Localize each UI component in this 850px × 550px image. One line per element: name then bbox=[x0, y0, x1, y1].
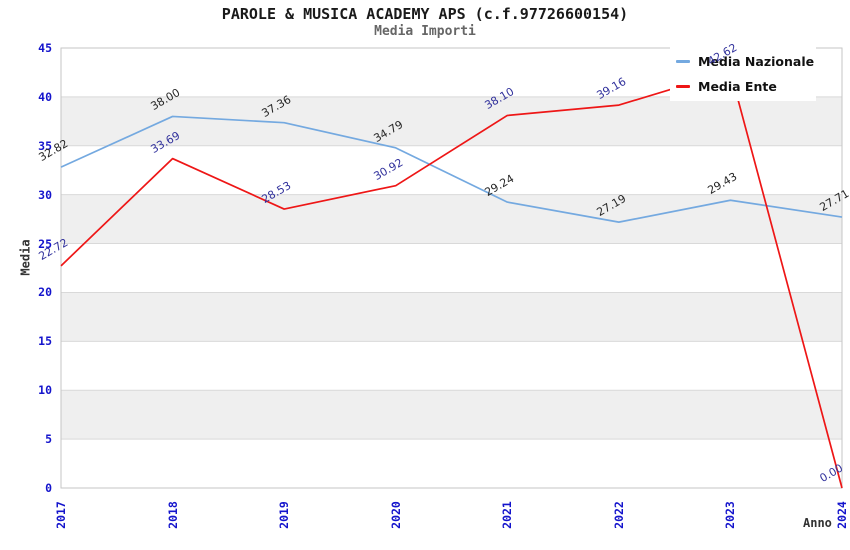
y-tick-label: 30 bbox=[38, 187, 52, 202]
legend-item: Media Ente bbox=[676, 76, 816, 97]
y-axis-title: Media bbox=[18, 239, 33, 276]
legend-line-marker bbox=[676, 60, 690, 63]
y-tick-label: 35 bbox=[38, 138, 52, 153]
x-tick-label: 2017 bbox=[54, 501, 68, 529]
chart-title: PAROLE & MUSICA ACADEMY APS (c.f.9772660… bbox=[221, 5, 629, 23]
x-tick-label: 2022 bbox=[611, 501, 626, 529]
x-tick-label: 2018 bbox=[165, 501, 180, 529]
legend: Media Nazionale Media Ente bbox=[670, 47, 816, 101]
x-axis-title: Anno bbox=[803, 516, 832, 530]
y-tick-label: 25 bbox=[38, 236, 52, 251]
x-tick-label: 2024 bbox=[835, 501, 849, 529]
legend-label: Media Nazionale bbox=[698, 54, 815, 69]
y-tick-label: 40 bbox=[38, 89, 52, 104]
y-tick-label: 20 bbox=[38, 285, 52, 300]
legend-item: Media Nazionale bbox=[676, 51, 816, 72]
x-tick-label: 2023 bbox=[723, 501, 738, 529]
x-tick-label: 2020 bbox=[388, 501, 403, 529]
y-tick-label: 5 bbox=[45, 432, 52, 447]
y-tick-label: 45 bbox=[38, 41, 52, 55]
y-tick-label: 15 bbox=[38, 334, 52, 349]
x-tick-label: 2019 bbox=[277, 501, 292, 529]
legend-label: Media Ente bbox=[698, 79, 777, 94]
y-tick-label: 0 bbox=[45, 481, 52, 495]
y-tick-label: 10 bbox=[38, 383, 52, 398]
x-tick-label: 2021 bbox=[500, 501, 515, 529]
chart-subtitle: Media Importi bbox=[374, 24, 476, 39]
legend-line-marker bbox=[676, 85, 690, 88]
